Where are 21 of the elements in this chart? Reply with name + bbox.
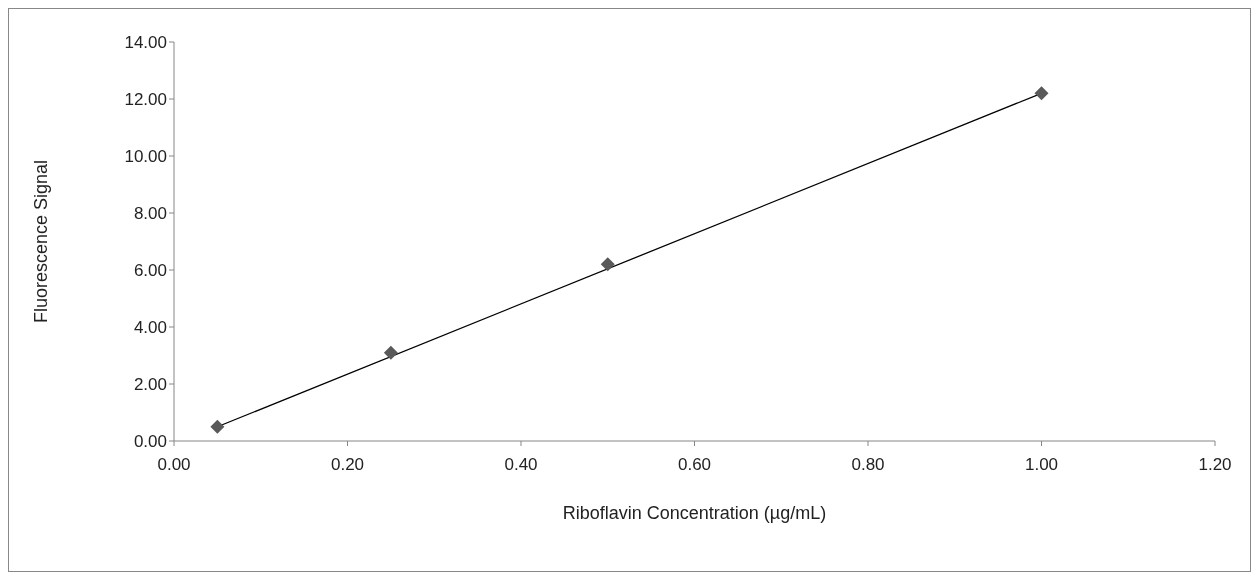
- y-tick-label: 4.00: [133, 318, 167, 338]
- x-tick-label: 1.20: [1198, 455, 1232, 475]
- x-tick-label: 0.40: [504, 455, 538, 475]
- x-tick-label: 0.20: [330, 455, 365, 475]
- x-tick-label: 0.00: [157, 455, 191, 475]
- x-axis-title: Riboflavin Concentration (µg/mL): [562, 503, 827, 523]
- x-tick-label: 0.60: [677, 455, 712, 475]
- y-axis-title: Fluorescence Signal: [31, 159, 52, 324]
- y-tick-label: 8.00: [133, 204, 167, 224]
- y-tick-label: 6.00: [133, 261, 167, 281]
- y-tick-label: 2.00: [133, 375, 167, 395]
- y-tick-label: 10.00: [124, 147, 167, 167]
- point: [1034, 86, 1049, 101]
- point: [383, 345, 398, 360]
- x-tick-label: 0.80: [851, 455, 885, 475]
- point: [600, 257, 615, 272]
- x-tick-label: 1.00: [1024, 455, 1059, 475]
- y-tick-label: 0.00: [133, 432, 167, 452]
- point: [210, 419, 225, 434]
- y-tick-label: 14.00: [124, 33, 167, 53]
- y-tick-label: 12.00: [124, 90, 167, 110]
